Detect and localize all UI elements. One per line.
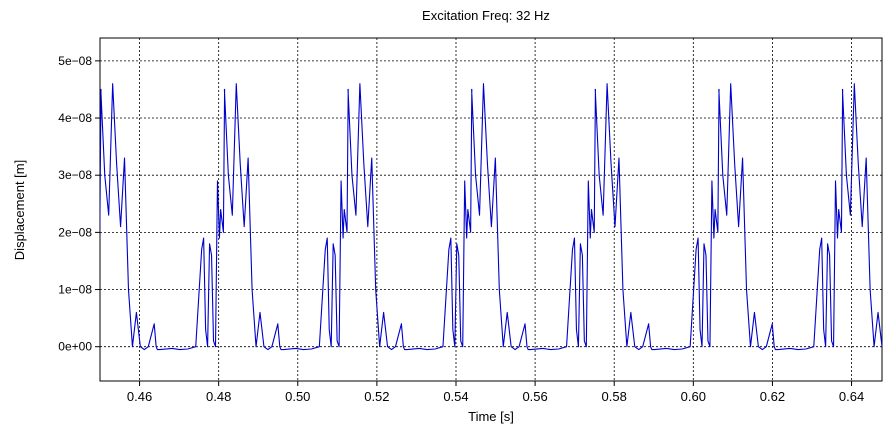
x-tick-label: 0.46 <box>127 389 152 404</box>
x-tick-label: 0.64 <box>839 389 864 404</box>
x-tick-label: 0.62 <box>760 389 785 404</box>
axis-ticks: 0.46 0.48 0.50 0.52 0.54 0.56 0.58 0.60 0.62 0.64… <box>58 54 864 404</box>
y-tick-label: 1e−08 <box>58 283 92 297</box>
x-tick-label: 0.60 <box>681 389 706 404</box>
x-tick-label: 0.58 <box>602 389 627 404</box>
x-axis-label: Time [s] <box>468 409 514 424</box>
y-tick-label: 2e−08 <box>58 225 92 239</box>
x-tick-label: 0.52 <box>364 389 389 404</box>
y-tick-label: 4e−08 <box>58 111 92 125</box>
series-layer <box>100 83 882 351</box>
y-tick-label: 3e−08 <box>58 168 92 182</box>
x-tick-label: 0.56 <box>522 389 547 404</box>
x-tick-label: 0.50 <box>285 389 310 404</box>
y-tick-label: 5e−08 <box>58 54 92 68</box>
displacement-line <box>100 83 882 351</box>
grid-lines <box>100 38 882 381</box>
y-tick-label: 0e+00 <box>58 340 92 354</box>
y-axis-label: Displacement [m] <box>12 160 27 260</box>
x-tick-label: 0.54 <box>443 389 468 404</box>
x-tick-label: 0.48 <box>206 389 231 404</box>
chart-title: Excitation Freq: 32 Hz <box>422 8 550 23</box>
